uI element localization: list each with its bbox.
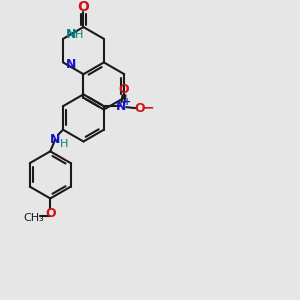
Text: N: N (116, 100, 127, 113)
Text: H: H (60, 140, 68, 149)
Text: +: + (123, 97, 131, 107)
Text: N: N (50, 133, 60, 146)
Text: H: H (75, 30, 83, 40)
Text: CH₃: CH₃ (23, 213, 44, 223)
Text: O: O (118, 83, 129, 96)
Text: N: N (66, 28, 76, 41)
Text: −: − (142, 100, 154, 114)
Text: O: O (134, 102, 145, 115)
Text: O: O (45, 207, 56, 220)
Text: N: N (66, 58, 76, 71)
Text: O: O (77, 0, 89, 14)
